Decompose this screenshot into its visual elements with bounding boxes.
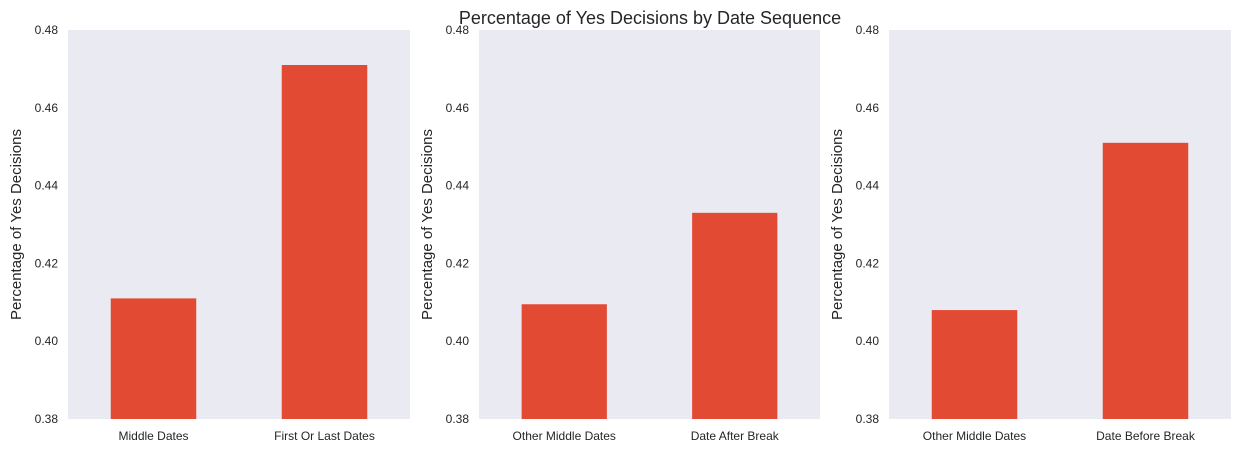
bar [1102, 142, 1189, 419]
x-tick-label: Middle Dates [118, 429, 188, 443]
figure-title: Percentage of Yes Decisions by Date Sequ… [459, 8, 841, 28]
bar [281, 65, 368, 419]
y-tick-label: 0.42 [446, 256, 470, 270]
y-tick-label: 0.44 [35, 179, 59, 193]
y-tick-label: 0.44 [856, 179, 880, 193]
y-tick-label: 0.48 [446, 23, 470, 37]
bar [692, 212, 778, 419]
subplot-3: 0.38 0.40 0.42 0.44 0.46 0.48 Percentage of Ye… [829, 23, 1231, 443]
y-tick-label: 0.40 [446, 334, 470, 348]
y-tick-label: 0.38 [446, 412, 470, 426]
x-tick-label: First Or Last Dates [274, 429, 375, 443]
x-tick-label: Other Middle Dates [513, 429, 616, 443]
y-tick-label: 0.38 [35, 412, 59, 426]
y-axis-label: Percentage of Yes Decisions [419, 129, 436, 320]
y-tick-label: 0.46 [35, 101, 59, 115]
y-tick-label: 0.48 [856, 23, 880, 37]
y-tick-label: 0.42 [856, 256, 880, 270]
subplots: 0.38 0.40 0.42 0.44 0.46 0.48 Percentage of Ye… [8, 23, 1231, 443]
bar [110, 298, 197, 419]
y-tick-label: 0.40 [35, 334, 59, 348]
x-tick-label: Other Middle Dates [923, 429, 1026, 443]
bar [931, 310, 1018, 419]
subplot-2: 0.38 0.40 0.42 0.44 0.46 0.48 Percentage of Ye… [419, 23, 820, 443]
y-tick-label: 0.46 [446, 101, 470, 115]
subplot-1: 0.38 0.40 0.42 0.44 0.46 0.48 Percentage of Ye… [8, 23, 410, 443]
y-tick-label: 0.48 [35, 23, 59, 37]
y-tick-label: 0.42 [35, 256, 59, 270]
y-axis-label: Percentage of Yes Decisions [8, 129, 25, 320]
y-tick-label: 0.40 [856, 334, 880, 348]
y-tick-label: 0.44 [446, 179, 470, 193]
y-tick-label: 0.38 [856, 412, 880, 426]
bar [521, 304, 607, 419]
y-tick-label: 0.46 [856, 101, 880, 115]
y-axis-label: Percentage of Yes Decisions [829, 129, 846, 320]
x-tick-label: Date Before Break [1096, 429, 1196, 443]
x-tick-label: Date After Break [691, 429, 780, 443]
